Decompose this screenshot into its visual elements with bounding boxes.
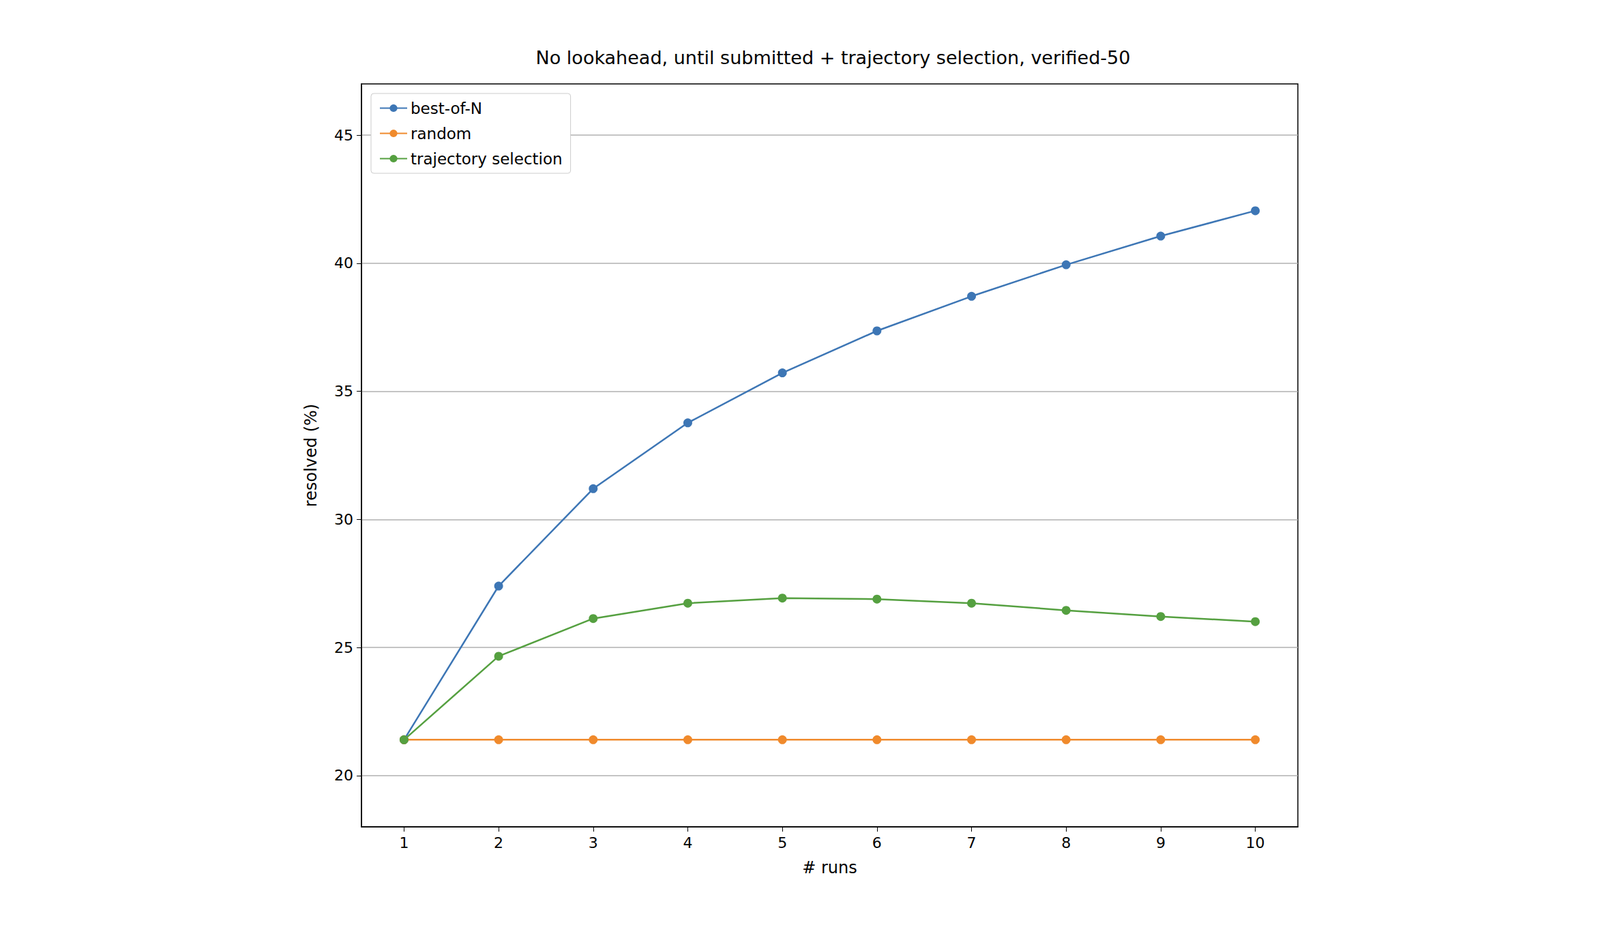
svg-text:45: 45 [334,126,354,144]
svg-text:7: 7 [967,834,977,852]
svg-text:35: 35 [334,382,354,400]
svg-text:30: 30 [334,510,354,528]
svg-text:8: 8 [1061,834,1071,852]
svg-text:3: 3 [588,834,599,852]
svg-text:40: 40 [334,254,354,272]
svg-text:5: 5 [777,834,788,852]
svg-text:random: random [410,124,472,143]
svg-text:best-of-N: best-of-N [410,99,483,118]
svg-text:# runs: # runs [802,857,858,878]
svg-text:20: 20 [334,766,354,784]
svg-text:No lookahead, until submitted: No lookahead, until submitted + trajecto… [536,47,1131,69]
svg-text:1: 1 [398,834,409,852]
svg-text:trajectory selection: trajectory selection [410,150,563,168]
svg-text:10: 10 [1246,834,1266,852]
svg-text:6: 6 [872,834,882,852]
svg-text:9: 9 [1156,834,1166,852]
svg-text:25: 25 [334,639,354,657]
svg-text:4: 4 [682,834,693,852]
svg-text:resolved (%): resolved (%) [301,403,321,507]
svg-text:2: 2 [493,834,504,852]
